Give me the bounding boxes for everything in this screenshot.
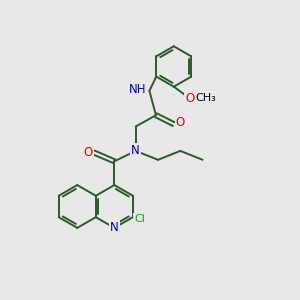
Text: O: O	[185, 92, 194, 105]
Text: N: N	[131, 144, 140, 158]
Text: CH₃: CH₃	[196, 93, 216, 103]
Text: O: O	[176, 116, 185, 129]
Text: Cl: Cl	[134, 214, 145, 224]
Text: N: N	[110, 221, 119, 234]
Text: O: O	[84, 146, 93, 159]
Text: NH: NH	[129, 83, 147, 96]
